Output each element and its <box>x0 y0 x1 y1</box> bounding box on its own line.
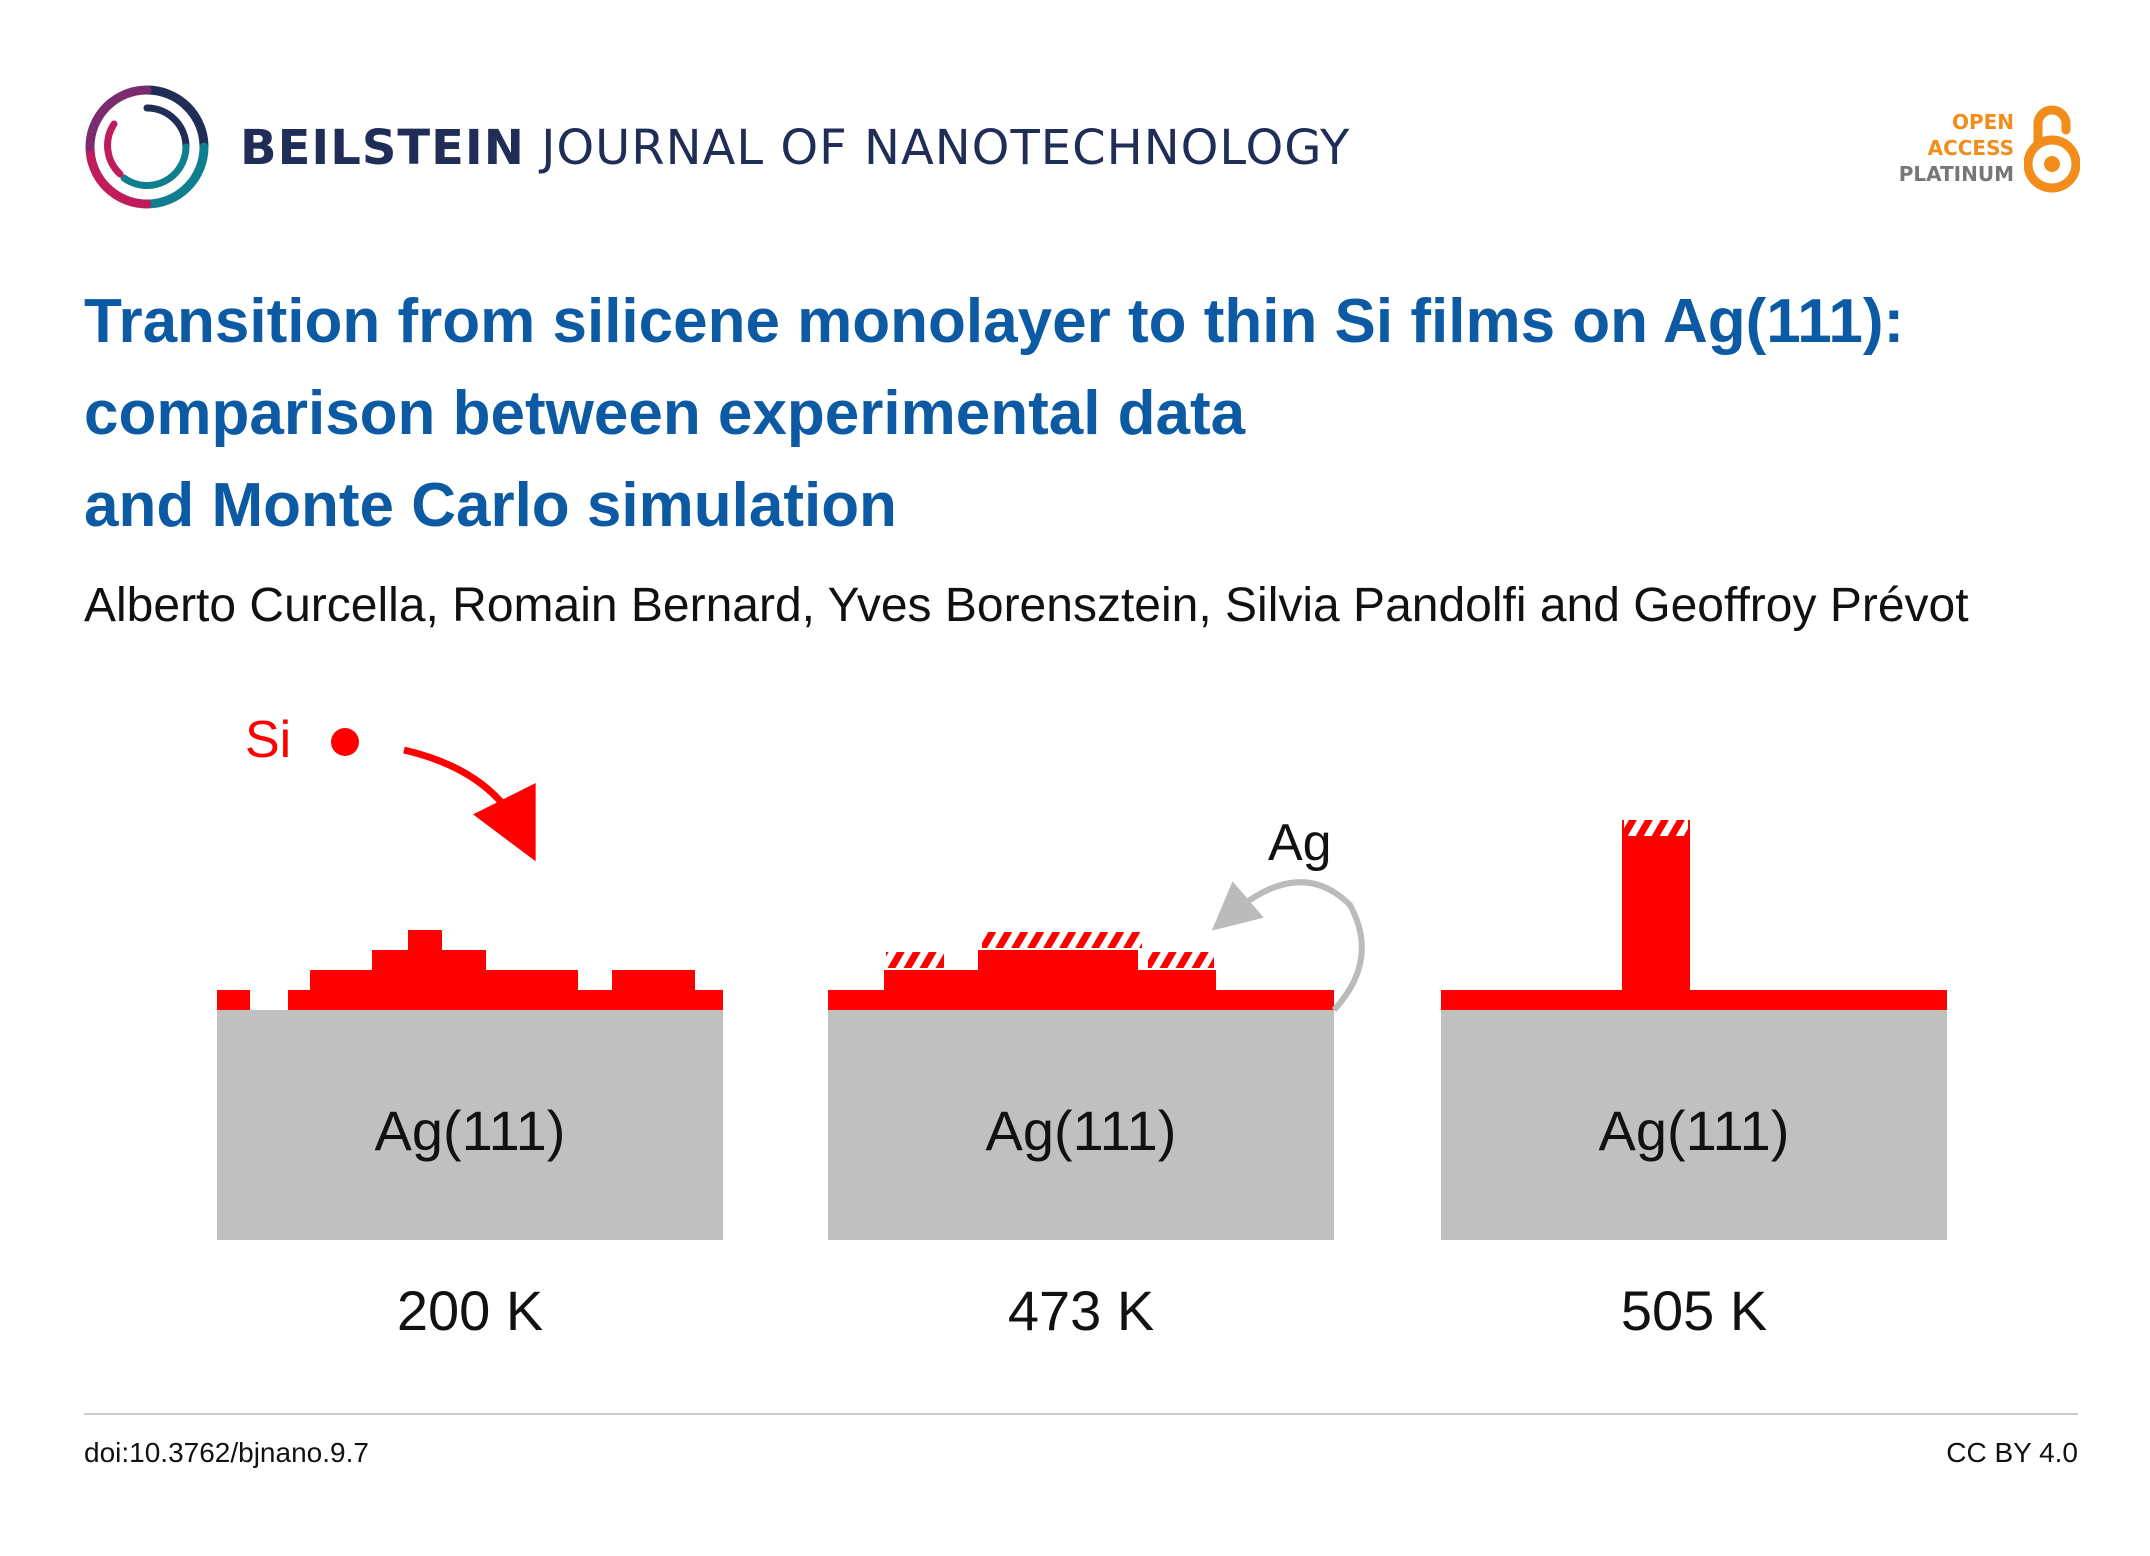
substrate-label: Ag(111) <box>1599 1099 1790 1162</box>
footer-divider <box>84 1413 2078 1415</box>
silver-diffusion-arrow <box>1211 879 1365 1013</box>
journal-name-rest: JOURNAL OF NANOTECHNOLOGY <box>541 120 1351 176</box>
open-access-badge: OPEN ACCESS PLATINUM <box>1899 98 2080 198</box>
substrate-block <box>217 1010 723 1240</box>
ag-label: Ag <box>1268 814 1332 872</box>
title-line-2: comparison between experimental data <box>84 379 1246 448</box>
silicon-deposit <box>1441 820 1947 1010</box>
panel-473k: Ag(111) 473 K Ag <box>828 814 1365 1342</box>
si-atom <box>331 728 359 756</box>
substrate-block <box>828 1010 1334 1240</box>
substrate-block <box>1441 1010 1947 1240</box>
temperature-label: 505 K <box>1621 1279 1767 1342</box>
beilstein-logo-icon <box>85 85 209 209</box>
graphical-abstract-figure: Ag(111) 200 K Si Ag(111) 473 K Ag Ag(111… <box>217 711 1947 1342</box>
panel-505k: Ag(111) 505 K <box>1441 820 1947 1342</box>
silver-covered-step <box>1148 952 1214 968</box>
panel-200k: Ag(111) 200 K Si <box>217 711 723 1342</box>
substrate-label: Ag(111) <box>375 1099 566 1162</box>
doi-text[interactable]: doi:10.3762/bjnano.9.7 <box>84 1437 369 1468</box>
article-title: Transition from silicene monolayer to th… <box>84 276 2094 552</box>
author-list: Alberto Curcella, Romain Bernard, Yves B… <box>84 579 1969 632</box>
title-line-3: and Monte Carlo simulation <box>84 471 897 540</box>
oa-open-label: OPEN <box>1951 110 2014 134</box>
si-label: Si <box>245 711 291 769</box>
silver-covered-top <box>1624 820 1688 836</box>
journal-name: BEILSTEIN JOURNAL OF NANOTECHNOLOGY <box>240 120 1350 176</box>
journal-name-bold: BEILSTEIN <box>240 120 525 176</box>
temperature-label: 200 K <box>397 1279 543 1342</box>
open-access-lock-icon <box>2024 105 2080 193</box>
temperature-label: 473 K <box>1008 1279 1154 1342</box>
silicon-deposit <box>828 950 1334 1010</box>
silver-covered-step <box>982 932 1142 948</box>
oa-access-label: ACCESS <box>1927 136 2014 160</box>
silver-covered-step <box>886 952 944 968</box>
deposition-arrow <box>403 746 536 862</box>
license-text[interactable]: CC BY 4.0 <box>1946 1437 2078 1468</box>
oa-platinum-label: PLATINUM <box>1898 162 2014 186</box>
silicon-deposit <box>217 930 723 1010</box>
title-line-1: Transition from silicene monolayer to th… <box>84 287 1905 356</box>
substrate-label: Ag(111) <box>986 1099 1177 1162</box>
